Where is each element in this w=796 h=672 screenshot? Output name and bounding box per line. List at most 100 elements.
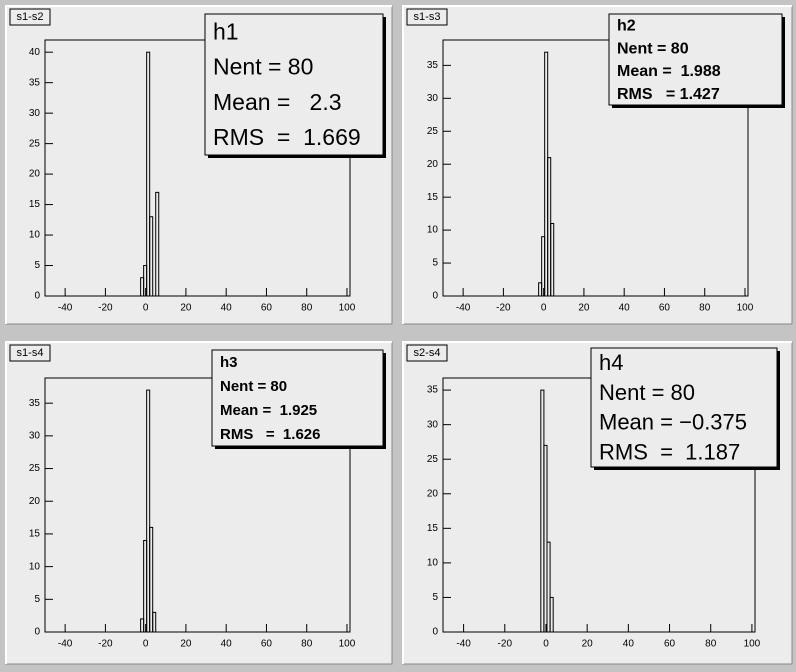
x-tick-label: 20 [180,639,192,650]
x-tick-label: -20 [98,303,113,314]
x-tick-label: 100 [339,639,356,650]
x-tick-label: 40 [221,639,233,650]
x-tick-label: 40 [623,639,635,650]
y-tick-label: 10 [427,225,439,236]
stats-line: RMS = 1.626 [220,426,320,443]
y-tick-label: 25 [427,126,439,137]
histogram-bin [149,216,154,297]
pad: 0 5 10 15 20 25 30 35 40 -40 -20 0 20 40 60 80 100 s1-s2 h… [5,5,393,325]
x-tick-label: -20 [98,639,113,650]
y-tick-label: 35 [29,398,41,409]
y-tick-label: 35 [29,77,41,88]
stats-line: Mean = 1.925 [220,402,317,419]
stats-line: h1 [213,18,239,44]
stats-line: Mean = −0.375 [599,410,747,435]
y-tick-label: 5 [432,592,438,603]
title-box [9,8,51,26]
x-tick-label: 0 [143,639,149,650]
stats-line: Mean = 1.988 [617,63,721,80]
pad-bevel [402,5,792,324]
x-tick-label: 100 [744,639,761,650]
stats-line: RMS = 1.669 [213,124,361,150]
y-tick-label: 5 [34,594,40,605]
x-tick-label: 80 [705,639,717,650]
x-tick-label: 0 [143,303,149,314]
histogram-bin [149,526,154,633]
x-tick-label: -40 [58,639,73,650]
x-tick-label: 60 [659,303,671,314]
stats-line: h2 [617,18,636,35]
pad-title: s1-s2 [17,11,44,23]
title-box [9,344,51,362]
stats-line: RMS = 1.187 [599,439,740,464]
y-tick-label: 0 [34,627,40,638]
y-tick-label: 30 [427,93,439,104]
pad: 0 5 10 15 20 25 30 35 -40 -20 0 20 40 60 80 100 s1-s3 h2 N… [402,5,793,325]
stats-line: h4 [599,350,623,375]
histogram-bin [146,389,151,633]
x-tick-label: 80 [699,303,711,314]
y-tick-label: 15 [427,523,439,534]
stats-line: h3 [220,354,238,371]
y-tick-label: 10 [427,558,439,569]
pad-bevel [402,341,792,664]
x-tick-label: 40 [221,303,233,314]
histogram-bin [146,51,151,297]
x-tick-label: 0 [541,303,547,314]
title-box [406,344,448,362]
y-tick-label: 30 [427,419,439,430]
x-tick-label: 80 [301,303,313,314]
pad-bevel [5,5,392,324]
stats-box [204,13,384,156]
stats-box [608,13,783,106]
stats-line: Nent = 80 [213,54,313,80]
histogram-bin [152,611,157,633]
histogram-bin [549,596,554,633]
y-tick-label: 20 [427,159,439,170]
title-box [406,8,448,26]
y-tick-label: 20 [427,488,439,499]
pad: 0 5 10 15 20 25 30 35 -40 -20 0 20 40 60 80 100 s1-s4 h3 N… [5,341,393,665]
y-tick-label: 5 [34,260,40,271]
y-tick-label: 15 [29,199,41,210]
stats-box [211,349,384,447]
pad-title: s1-s4 [17,347,44,359]
x-tick-label: 20 [578,303,590,314]
x-tick-label: 60 [261,639,273,650]
histogram-bin [543,444,548,633]
y-tick-label: 0 [432,291,438,302]
y-tick-label: 15 [29,529,41,540]
x-tick-label: 100 [339,303,356,314]
x-tick-label: 0 [543,639,549,650]
pad-title: s1-s3 [414,11,441,23]
x-tick-label: 20 [582,639,594,650]
y-tick-label: 20 [29,169,41,180]
y-tick-label: 10 [29,230,41,241]
y-tick-label: 5 [432,258,438,269]
x-tick-label: -20 [498,639,513,650]
pad-title: s2-s4 [414,347,441,359]
x-tick-label: 20 [180,303,192,314]
y-tick-label: 25 [29,138,41,149]
x-tick-label: -40 [456,303,471,314]
stats-line: Nent = 80 [599,380,695,405]
histogram-bin [550,223,555,297]
y-tick-label: 0 [34,291,40,302]
y-tick-label: 30 [29,108,41,119]
stats-line: RMS = 1.427 [617,86,720,103]
x-tick-label: -40 [456,639,471,650]
y-tick-label: 10 [29,561,41,572]
x-tick-label: -20 [496,303,511,314]
x-tick-label: 60 [664,639,676,650]
x-tick-label: 60 [261,303,273,314]
stats-line: Nent = 80 [617,40,689,57]
y-tick-label: 40 [29,47,41,58]
pad: 0 5 10 15 20 25 30 35 -40 -20 0 20 40 60 80 100 s2-s4 h4 N… [402,341,793,665]
y-tick-label: 20 [29,496,41,507]
x-tick-label: -40 [58,303,73,314]
x-tick-label: 40 [619,303,631,314]
y-tick-label: 35 [427,385,439,396]
y-tick-label: 25 [29,463,41,474]
